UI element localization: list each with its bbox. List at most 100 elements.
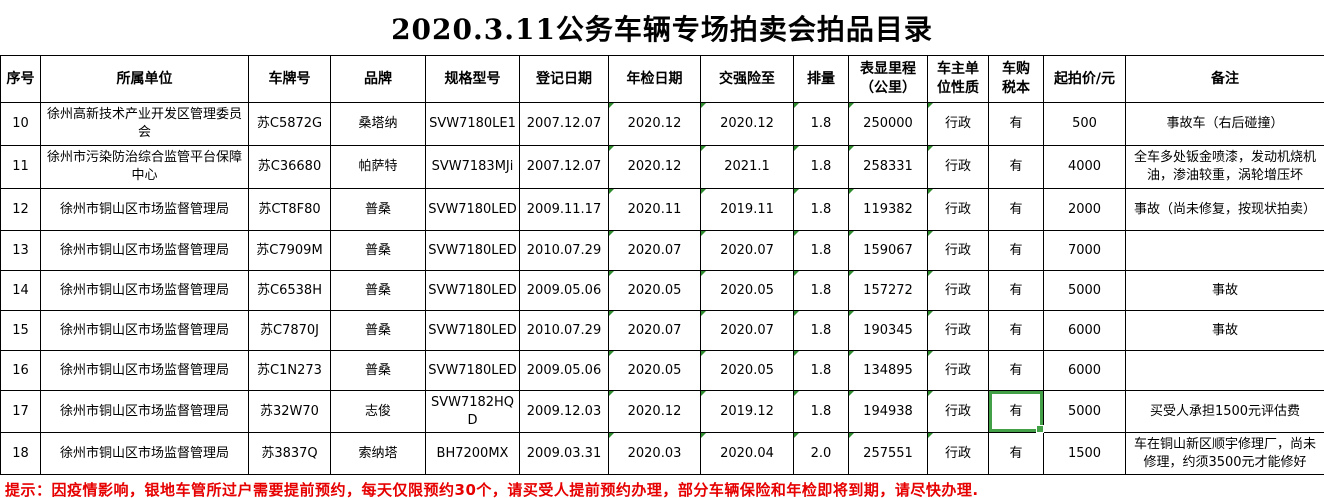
table-cell[interactable]: 190345: [848, 310, 928, 351]
table-cell[interactable]: 2020.12: [608, 390, 701, 433]
table-cell[interactable]: BH7200MX: [425, 432, 520, 475]
table-cell[interactable]: 5000: [1043, 270, 1126, 311]
column-header-12[interactable]: 起拍价/元: [1043, 55, 1126, 103]
table-cell[interactable]: 有: [988, 102, 1044, 146]
table-cell[interactable]: 苏C7870J: [248, 310, 331, 351]
table-cell[interactable]: 2019.11: [700, 188, 794, 231]
table-cell[interactable]: 257551: [848, 432, 928, 475]
table-cell[interactable]: 行政: [927, 432, 989, 475]
table-cell[interactable]: 全车多处钣金喷漆，发动机烧机油，渗油较重，涡轮增压坏: [1125, 145, 1324, 189]
table-cell[interactable]: 事故: [1125, 310, 1324, 351]
selected-cell[interactable]: 有: [988, 390, 1045, 434]
table-cell[interactable]: 苏C6538H: [248, 270, 331, 311]
table-cell[interactable]: 6000: [1043, 310, 1126, 351]
table-cell[interactable]: SVW7180LED: [425, 270, 520, 311]
column-header-10[interactable]: 车主单 位性质: [927, 55, 989, 103]
table-cell[interactable]: SVW7180LED: [425, 230, 520, 271]
table-cell[interactable]: 2007.12.07: [519, 145, 609, 189]
table-cell[interactable]: 1.8: [793, 390, 849, 433]
table-cell[interactable]: 有: [988, 188, 1044, 231]
table-cell[interactable]: 徐州市铜山区市场监督管理局: [40, 270, 249, 311]
table-cell[interactable]: 徐州市污染防治综合监管平台保障中心: [40, 145, 249, 189]
table-cell[interactable]: 2020.07: [608, 310, 701, 351]
table-cell[interactable]: 2007.12.07: [519, 102, 609, 146]
table-cell[interactable]: 有: [988, 230, 1044, 271]
table-cell[interactable]: 119382: [848, 188, 928, 231]
table-cell[interactable]: SVW7183MJi: [425, 145, 520, 189]
column-header-3[interactable]: 品牌: [330, 55, 426, 103]
table-cell[interactable]: 事故: [1125, 270, 1324, 311]
table-cell[interactable]: 徐州市铜山区市场监督管理局: [40, 188, 249, 231]
table-cell[interactable]: 苏32W70: [248, 390, 331, 433]
table-cell[interactable]: 2010.07.29: [519, 230, 609, 271]
table-cell[interactable]: 2010.07.29: [519, 310, 609, 351]
table-cell[interactable]: 2020.07: [700, 310, 794, 351]
table-cell[interactable]: 1.8: [793, 188, 849, 231]
table-cell[interactable]: SVW7180LED: [425, 188, 520, 231]
table-cell[interactable]: 行政: [927, 145, 989, 189]
table-cell[interactable]: 11: [0, 145, 41, 189]
table-cell[interactable]: 2009.05.06: [519, 270, 609, 311]
table-cell[interactable]: 10: [0, 102, 41, 146]
table-cell[interactable]: 普桑: [330, 310, 426, 351]
table-cell[interactable]: 苏C7909M: [248, 230, 331, 271]
table-cell[interactable]: 157272: [848, 270, 928, 311]
column-header-4[interactable]: 规格型号: [425, 55, 520, 103]
table-cell[interactable]: 500: [1043, 102, 1126, 146]
table-cell[interactable]: 徐州市铜山区市场监督管理局: [40, 350, 249, 391]
table-cell[interactable]: 2.0: [793, 432, 849, 475]
table-cell[interactable]: 帕萨特: [330, 145, 426, 189]
column-header-5[interactable]: 登记日期: [519, 55, 609, 103]
table-cell[interactable]: 行政: [927, 230, 989, 271]
table-cell[interactable]: 有: [988, 432, 1044, 475]
column-header-1[interactable]: 所属单位: [40, 55, 249, 103]
table-cell[interactable]: 2020.12: [700, 102, 794, 146]
table-cell[interactable]: 徐州市铜山区市场监督管理局: [40, 432, 249, 475]
table-cell[interactable]: [1125, 230, 1324, 271]
table-cell[interactable]: 车在铜山新区顺宇修理厂，尚未修理，约须3500元才能修好: [1125, 432, 1324, 475]
table-cell[interactable]: 苏C1N273: [248, 350, 331, 391]
table-cell[interactable]: 索纳塔: [330, 432, 426, 475]
table-cell[interactable]: 志俊: [330, 390, 426, 433]
table-cell[interactable]: 苏C36680: [248, 145, 331, 189]
table-cell[interactable]: 普桑: [330, 230, 426, 271]
table-cell[interactable]: 2020.07: [608, 230, 701, 271]
column-header-7[interactable]: 交强险至: [700, 55, 794, 103]
table-cell[interactable]: 7000: [1043, 230, 1126, 271]
table-cell[interactable]: 普桑: [330, 350, 426, 391]
table-cell[interactable]: 行政: [927, 310, 989, 351]
table-cell[interactable]: 18: [0, 432, 41, 475]
table-cell[interactable]: 2009.03.31: [519, 432, 609, 475]
table-cell[interactable]: 苏CT8F80: [248, 188, 331, 231]
table-cell[interactable]: 2020.03: [608, 432, 701, 475]
table-cell[interactable]: 6000: [1043, 350, 1126, 391]
table-cell[interactable]: 买受人承担1500元评估费: [1125, 390, 1324, 433]
column-header-0[interactable]: 序号: [0, 55, 41, 103]
table-cell[interactable]: 行政: [927, 102, 989, 146]
table-cell[interactable]: 普桑: [330, 188, 426, 231]
table-cell[interactable]: 2020.05: [608, 350, 701, 391]
table-cell[interactable]: 1.8: [793, 102, 849, 146]
table-cell[interactable]: 徐州市铜山区市场监督管理局: [40, 310, 249, 351]
table-cell[interactable]: 事故车（右后碰撞）: [1125, 102, 1324, 146]
table-cell[interactable]: 行政: [927, 390, 989, 433]
table-cell[interactable]: 4000: [1043, 145, 1126, 189]
table-cell[interactable]: 2020.05: [700, 270, 794, 311]
table-cell[interactable]: 15: [0, 310, 41, 351]
table-cell[interactable]: SVW7180LED: [425, 350, 520, 391]
table-cell[interactable]: 有: [988, 270, 1044, 311]
table-cell[interactable]: 行政: [927, 188, 989, 231]
table-cell[interactable]: 14: [0, 270, 41, 311]
table-cell[interactable]: 1.8: [793, 350, 849, 391]
table-cell[interactable]: 17: [0, 390, 41, 433]
table-cell[interactable]: 有: [988, 145, 1044, 189]
table-cell[interactable]: 2009.11.17: [519, 188, 609, 231]
table-cell[interactable]: 12: [0, 188, 41, 231]
table-cell[interactable]: 1500: [1043, 432, 1126, 475]
table-cell[interactable]: 苏C5872G: [248, 102, 331, 146]
table-cell[interactable]: 行政: [927, 270, 989, 311]
table-cell[interactable]: SVW7180LED: [425, 310, 520, 351]
table-cell[interactable]: 徐州市铜山区市场监督管理局: [40, 390, 249, 433]
table-cell[interactable]: 1.8: [793, 230, 849, 271]
table-cell[interactable]: [1125, 350, 1324, 391]
